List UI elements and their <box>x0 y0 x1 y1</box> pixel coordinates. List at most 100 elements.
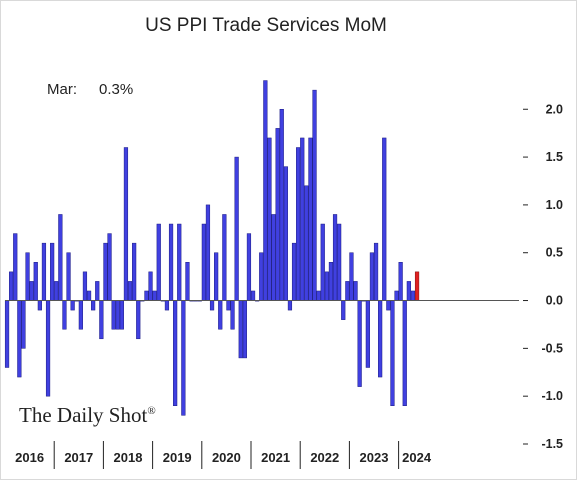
bar <box>238 300 243 359</box>
bar <box>132 242 137 301</box>
bar <box>250 290 256 301</box>
bar <box>386 300 391 311</box>
bar <box>316 290 321 301</box>
bar <box>373 242 379 301</box>
bar <box>4 300 10 368</box>
y-tick-label: 1.5 <box>546 150 563 164</box>
bar <box>222 214 227 301</box>
x-tick-label: 2018 <box>114 450 143 465</box>
y-tick-label: 2.0 <box>546 102 563 116</box>
bar <box>181 300 186 416</box>
bar <box>164 300 170 311</box>
bar <box>218 300 223 330</box>
bar <box>17 300 22 378</box>
x-tick-label: 2016 <box>15 450 44 465</box>
bar <box>95 281 100 301</box>
y-tick-label: 1.0 <box>546 198 563 212</box>
bar <box>209 300 215 311</box>
bar <box>33 262 38 301</box>
bar <box>66 252 71 301</box>
bar <box>234 156 239 301</box>
bar <box>390 300 395 407</box>
bar <box>144 290 149 301</box>
bar <box>304 185 309 301</box>
bar <box>279 109 284 301</box>
bar <box>296 147 301 301</box>
bar <box>263 80 268 301</box>
bar <box>82 271 88 301</box>
bar <box>283 166 288 301</box>
bar <box>148 271 153 301</box>
bar <box>332 214 338 301</box>
bar <box>86 290 92 301</box>
watermark-logo: The Daily Shot® <box>19 403 156 427</box>
bar <box>70 300 75 311</box>
bar <box>357 300 362 387</box>
bar <box>50 242 55 301</box>
x-tick-label: 2023 <box>360 450 389 465</box>
bar <box>267 137 272 301</box>
bar <box>111 300 116 330</box>
y-axis-ticks: 2.0 1.5 1.0 0.5 0.0 -0.5 -1.0 -1.5 <box>523 102 563 451</box>
bar <box>365 300 370 368</box>
bar <box>45 300 51 397</box>
x-tick-label: 2020 <box>212 450 241 465</box>
x-tick-label: 2022 <box>310 450 339 465</box>
bar <box>398 262 403 301</box>
bar <box>328 262 334 301</box>
bar <box>115 300 120 330</box>
bar <box>78 300 83 330</box>
bar <box>345 281 350 301</box>
annotation-value: 0.3% <box>99 81 133 98</box>
bar <box>91 300 96 311</box>
bar <box>369 252 375 301</box>
bar <box>230 300 235 330</box>
bar <box>341 300 346 320</box>
bar <box>246 233 252 301</box>
bar <box>259 252 264 301</box>
bar <box>300 137 305 301</box>
bar <box>349 252 354 301</box>
bar <box>275 128 280 301</box>
bar <box>13 233 18 301</box>
watermark-mark: ® <box>147 405 155 417</box>
bar <box>119 300 124 330</box>
bar-series <box>4 80 420 416</box>
bar <box>99 300 104 340</box>
y-tick-label: 0.0 <box>546 294 563 308</box>
bar <box>58 214 63 301</box>
bar <box>287 300 293 311</box>
bar <box>37 300 42 311</box>
bar <box>205 204 211 301</box>
x-axis-labels: 2016 2017 2018 2019 2020 2021 2022 2023 2024 <box>15 441 432 469</box>
bar <box>54 281 59 301</box>
bar <box>25 252 30 301</box>
bar <box>406 281 411 301</box>
bar <box>378 300 383 378</box>
bar <box>185 262 190 301</box>
bar <box>324 271 329 301</box>
bar <box>337 223 342 301</box>
bar <box>168 223 174 301</box>
bar <box>177 223 182 301</box>
bar <box>410 290 416 301</box>
bar <box>402 300 407 407</box>
chart-title: US PPI Trade Services MoM <box>145 15 387 36</box>
bar <box>201 223 206 301</box>
x-tick-label: 2017 <box>64 450 93 465</box>
bar <box>156 223 161 301</box>
bar <box>136 300 141 340</box>
bar <box>107 233 112 301</box>
x-tick-label: 2021 <box>261 450 290 465</box>
bar <box>173 300 178 407</box>
y-tick-label: -0.5 <box>541 341 563 355</box>
bar <box>9 271 14 301</box>
bar <box>353 281 358 301</box>
bar <box>226 300 231 311</box>
bar <box>394 290 399 301</box>
bar <box>127 281 133 301</box>
y-tick-label: 0.5 <box>546 246 563 260</box>
x-tick-label: 2019 <box>163 450 192 465</box>
